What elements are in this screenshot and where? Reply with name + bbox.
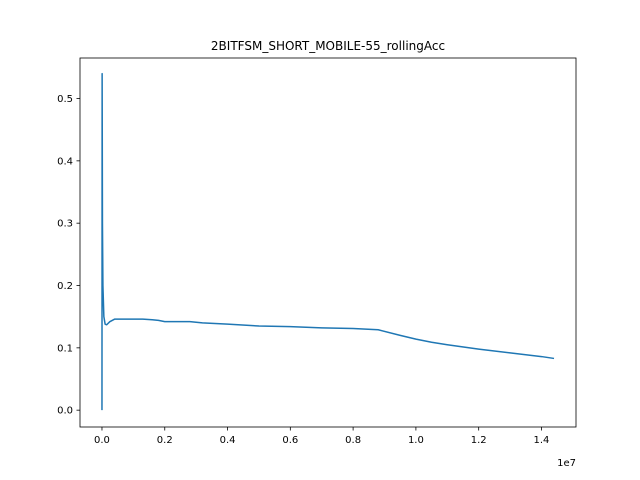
y-axis: 0.0 0.1 0.2 0.3 0.4 0.5: [57, 94, 80, 417]
series-layer: [101, 72, 555, 411]
y-tick-label: 0.5: [57, 94, 73, 105]
y-tick-label: 0.2: [57, 281, 73, 292]
x-tick-label: 0.8: [345, 435, 361, 446]
x-axis-offset-label: 1e7: [557, 458, 576, 469]
plot-frame: [79, 57, 577, 428]
chart-title: 2BITFSM_SHORT_MOBILE-55_rollingAcc: [211, 39, 445, 53]
x-tick-label: 0.0: [94, 435, 110, 446]
x-tick-label: 1.2: [471, 435, 487, 446]
series-line-0: [101, 72, 555, 411]
y-tick-label: 0.0: [57, 406, 73, 417]
x-axis: 0.0 0.2 0.4 0.6 0.8 1.0 1.2 1.4: [94, 427, 549, 446]
y-tick-label: 0.1: [57, 343, 73, 354]
y-tick-label: 0.3: [57, 219, 73, 230]
x-tick-label: 0.4: [220, 435, 236, 446]
x-tick-label: 0.6: [282, 435, 298, 446]
x-tick-label: 0.2: [157, 435, 173, 446]
x-tick-label: 1.4: [534, 435, 550, 446]
y-tick-label: 0.4: [57, 156, 73, 167]
x-tick-label: 1.0: [408, 435, 424, 446]
